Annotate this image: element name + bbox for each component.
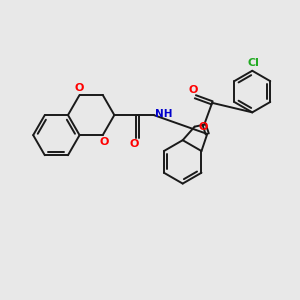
Text: O: O — [199, 122, 208, 132]
Text: O: O — [188, 85, 198, 95]
Text: O: O — [129, 139, 139, 149]
Text: O: O — [75, 83, 84, 93]
Text: O: O — [99, 137, 109, 147]
Text: NH: NH — [155, 110, 172, 119]
Text: Cl: Cl — [248, 58, 260, 68]
